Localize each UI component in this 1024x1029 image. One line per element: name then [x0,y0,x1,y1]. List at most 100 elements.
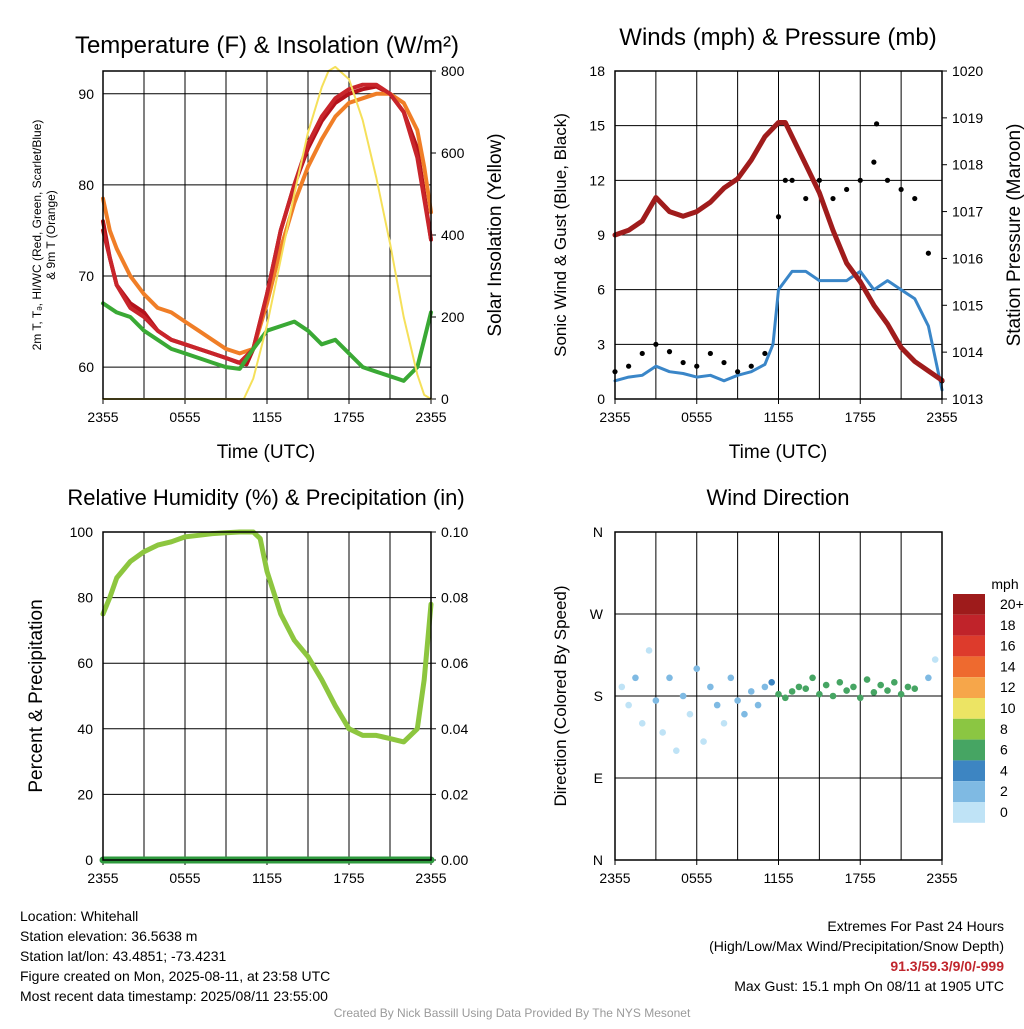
extremes-subtitle: (High/Low/Max Wind/Precipitation/Snow De… [709,938,1004,954]
direction-point [632,674,639,682]
direction-point [686,710,694,718]
direction-point [809,674,816,682]
direction-point [891,679,898,686]
humidity-y2-tick-label: 0.06 [441,655,468,671]
humidity-x-tick-label: 2355 [87,870,118,886]
temperature-plot-area [102,71,432,404]
direction-point [645,647,653,654]
winds-gust-point [789,177,795,183]
direction-point [741,710,748,718]
humidity-y-tick-label: 100 [70,524,94,540]
temperature-y2-tick-label: 800 [441,63,465,79]
credit-line: Created By Nick Bassill Using Data Provi… [333,1006,691,1020]
winds-gust-point [782,177,788,183]
winds-y2-tick-label: 1014 [952,344,983,360]
temperature-y-tick-label: 80 [78,177,94,193]
direction-y-tick-label: S [594,688,603,704]
winds-plot-border [614,70,943,400]
direction-legend-swatch [953,635,985,657]
humidity-y2-tick-label: 0.08 [441,590,468,606]
direction-point [822,681,830,689]
winds-y2-tick-label: 1018 [952,157,983,173]
winds-x-axis-label: Time (UTC) [729,442,828,463]
direction-legend-label: 16 [1000,638,1016,654]
direction-point [884,687,891,694]
temperature-x-tick-label: 1755 [333,409,364,425]
humidity-y-tick-label: 80 [77,590,93,606]
winds-gust-point [816,177,822,183]
direction-point [666,674,673,682]
direction-point [768,679,775,686]
direction-x-tick-label: 2355 [926,870,957,886]
temperature-y-tick-label: 70 [78,268,94,284]
direction-legend-swatch [953,802,985,823]
direction-point [788,688,796,695]
temperature-chart-title: Temperature (F) & Insolation (W/m²) [75,32,459,59]
direction-point [659,729,666,736]
direction-point [856,694,864,702]
direction-legend-swatch [953,656,985,678]
winds-y2-tick-label: 1015 [952,297,983,313]
direction-legend-label: 4 [1000,762,1008,778]
winds-gust-point [912,195,918,202]
temperature-x-tick-label: 0555 [169,409,200,425]
winds-gust-point [707,350,713,357]
humidity-y2-tick-label: 0.00 [441,852,468,868]
humidity-plot-area [102,532,432,865]
temperature-series-line [101,301,433,383]
temperature-y-axis-label-line1: 2m T, Tₔ, HI/WC (Red, Green, Scarlet/Blu… [30,120,44,351]
temperature-y-tick-label: 90 [78,86,94,102]
temperature-y2-tick-label: 600 [441,145,465,161]
winds-y2-tick-label: 1017 [952,204,983,220]
humidity-y2-tick-label: 0.10 [441,524,468,540]
direction-point [713,701,721,709]
temperature-series-line [101,82,433,365]
direction-legend-label: 14 [1000,658,1016,674]
humidity-y2-tick-label: 0.04 [441,721,468,737]
direction-point [829,692,837,700]
direction-legend-swatch [953,718,985,740]
direction-y-tick-label: E [594,770,603,786]
direction-point [843,687,850,694]
direction-point [720,720,728,727]
direction-point [775,690,782,698]
direction-point [652,697,660,704]
temperature-y2-axis-label: Solar Insolation (Yellow) [485,133,506,336]
humidity-y-axis-label: Percent & Precipitation [26,599,47,792]
temperature-y2-tick-label: 200 [441,309,465,325]
direction-point [754,701,762,709]
direction-point [638,720,646,727]
winds-chart-title: Winds (mph) & Pressure (mb) [619,24,936,51]
direction-point [747,688,755,695]
winds-y-tick-label: 6 [597,282,605,298]
direction-legend-label: 2 [1000,783,1008,799]
direction-y-tick-label: W [590,606,604,622]
humidity-series-line [100,529,434,745]
direction-point [911,685,919,693]
direction-y-axis-label: Direction (Colored By Speed) [551,585,570,806]
winds-x-tick-label: 0555 [681,409,712,425]
direction-y-tick-label: N [593,852,603,868]
temperature-x-tick-label: 2355 [415,409,446,425]
winds-gust-point [639,350,645,357]
extremes-title: Extremes For Past 24 Hours [827,918,1004,934]
humidity-y2-tick-label: 0.02 [441,786,468,802]
extremes-panel: Extremes For Past 24 Hours (High/Low/Max… [709,916,1004,996]
winds-gust-point [762,350,768,357]
winds-y-tick-label: 0 [597,391,605,407]
winds-x-tick-label: 2355 [599,409,630,425]
direction-legend-swatch [953,614,985,636]
humidity-x-tick-label: 0555 [169,870,200,886]
direction-point [795,683,803,691]
winds-y-axis-label: Sonic Wind & Gust (Blue, Black) [551,113,570,357]
direction-point [836,679,844,686]
winds-y2-axis-label: Station Pressure (Maroon) [1004,124,1024,347]
winds-x-tick-label: 1155 [763,409,793,425]
direction-point [618,683,626,691]
direction-point [707,683,714,691]
winds-gust-point [803,195,809,202]
winds-gust-point [857,177,863,183]
winds-gust-point [844,186,850,193]
winds-y2-tick-label: 1016 [952,250,983,266]
